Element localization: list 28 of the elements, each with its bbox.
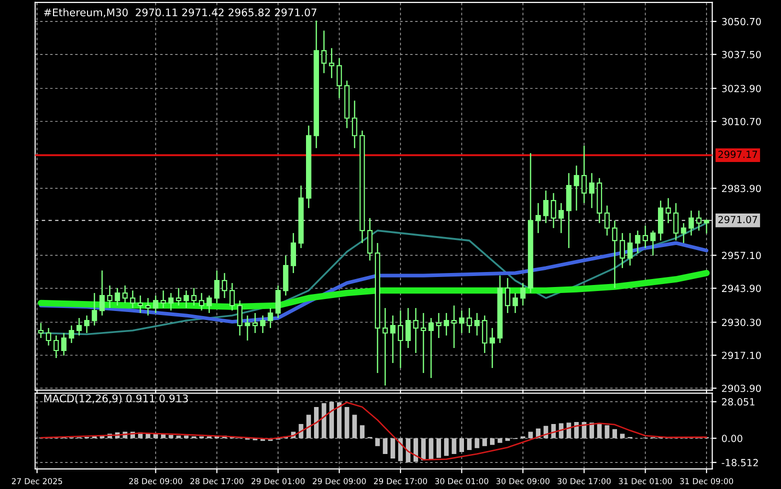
y-tick-label: 3050.70 — [722, 18, 761, 26]
y-tick-label: 0.00 — [722, 434, 742, 442]
y-tick-label: 2957.10 — [722, 252, 761, 260]
y-tick-label: 3037.50 — [722, 50, 761, 58]
y-tick-label: 2917.10 — [722, 352, 761, 360]
x-tick-label: 30 Dec 17:00 — [558, 478, 611, 484]
ref-line-label: 2997.17 — [718, 150, 758, 158]
x-tick-label: 28 Dec 17:00 — [190, 478, 244, 484]
x-tick-label: 27 Dec 2025 — [12, 478, 62, 484]
y-tick-label: 2930.30 — [722, 318, 761, 326]
x-tick-label: 31 Dec 09:00 — [680, 478, 734, 484]
x-tick-label: 31 Dec 01:00 — [618, 478, 672, 484]
x-tick-label: 29 Dec 17:00 — [374, 478, 428, 484]
y-tick-label: 3023.90 — [722, 84, 761, 92]
y-tick-label: 3010.70 — [722, 118, 761, 126]
x-tick-label: 30 Dec 09:00 — [496, 478, 550, 484]
x-tick-label: 28 Dec 09:00 — [129, 478, 182, 484]
chart-title: MACD(12,26,9) 0.911 0.913 — [44, 394, 188, 404]
chart-title: #Ethereum,M30 2970.11 2971.42 2965.82 2971.07 — [44, 8, 316, 18]
y-tick-label: 2983.90 — [722, 184, 761, 192]
y-tick-label: 2903.90 — [722, 384, 761, 392]
y-tick-label: 28.051 — [722, 398, 754, 406]
y-tick-label: -18.512 — [722, 458, 758, 466]
x-tick-label: 29 Dec 01:00 — [252, 478, 305, 484]
y-tick-label: 2943.90 — [722, 284, 761, 292]
x-tick-label: 29 Dec 09:00 — [312, 478, 366, 484]
x-tick-label: 30 Dec 01:00 — [435, 478, 488, 484]
ref-line-label: 2971.07 — [718, 216, 758, 224]
